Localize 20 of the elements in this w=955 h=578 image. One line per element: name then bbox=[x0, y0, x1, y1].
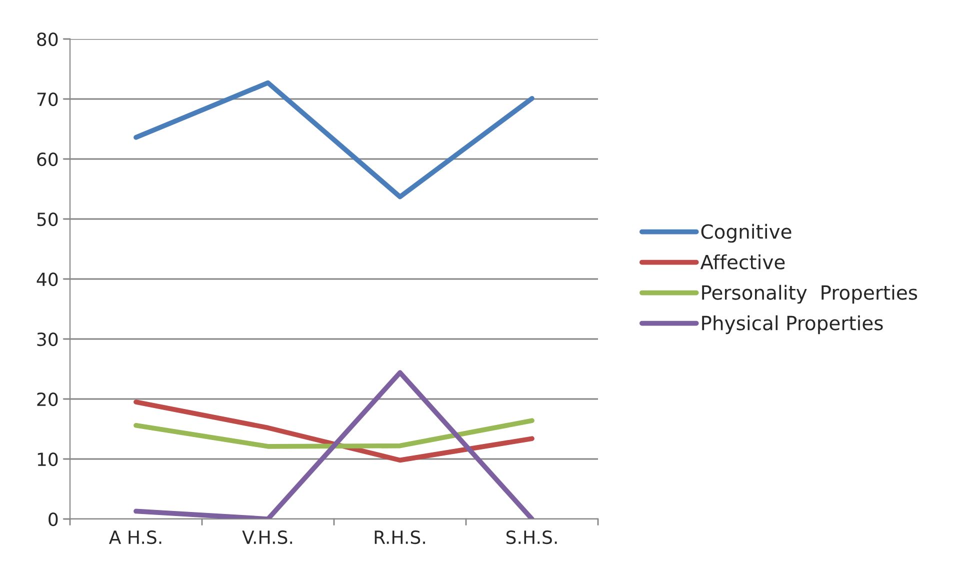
y-tick-label: 80 bbox=[37, 32, 58, 46]
legend-label: Cognitive bbox=[701, 224, 792, 243]
legend-label: Personality Properties bbox=[702, 284, 918, 304]
line-series bbox=[134, 80, 534, 200]
y-tick-label: 20 bbox=[37, 392, 58, 406]
y-tick-label: 70 bbox=[37, 92, 58, 106]
y-tick-label: 60 bbox=[37, 152, 58, 166]
line-series bbox=[134, 418, 534, 449]
line-series bbox=[134, 400, 534, 463]
y-tick-label: 30 bbox=[37, 332, 58, 346]
y-tick-label: 40 bbox=[36, 272, 58, 286]
y-tick-label: 10 bbox=[38, 452, 58, 466]
y-tick-label: 0 bbox=[48, 512, 58, 526]
y-tick-label: 50 bbox=[37, 212, 58, 226]
x-tick-label: A H.S. bbox=[108, 530, 162, 544]
x-tick-label: V.H.S. bbox=[242, 530, 292, 544]
legend-label: Physical Properties bbox=[702, 315, 883, 334]
x-tick-label: R.H.S. bbox=[374, 530, 425, 544]
x-tick-label: S.H.S. bbox=[506, 530, 557, 544]
legend-label: Affective bbox=[700, 254, 785, 270]
